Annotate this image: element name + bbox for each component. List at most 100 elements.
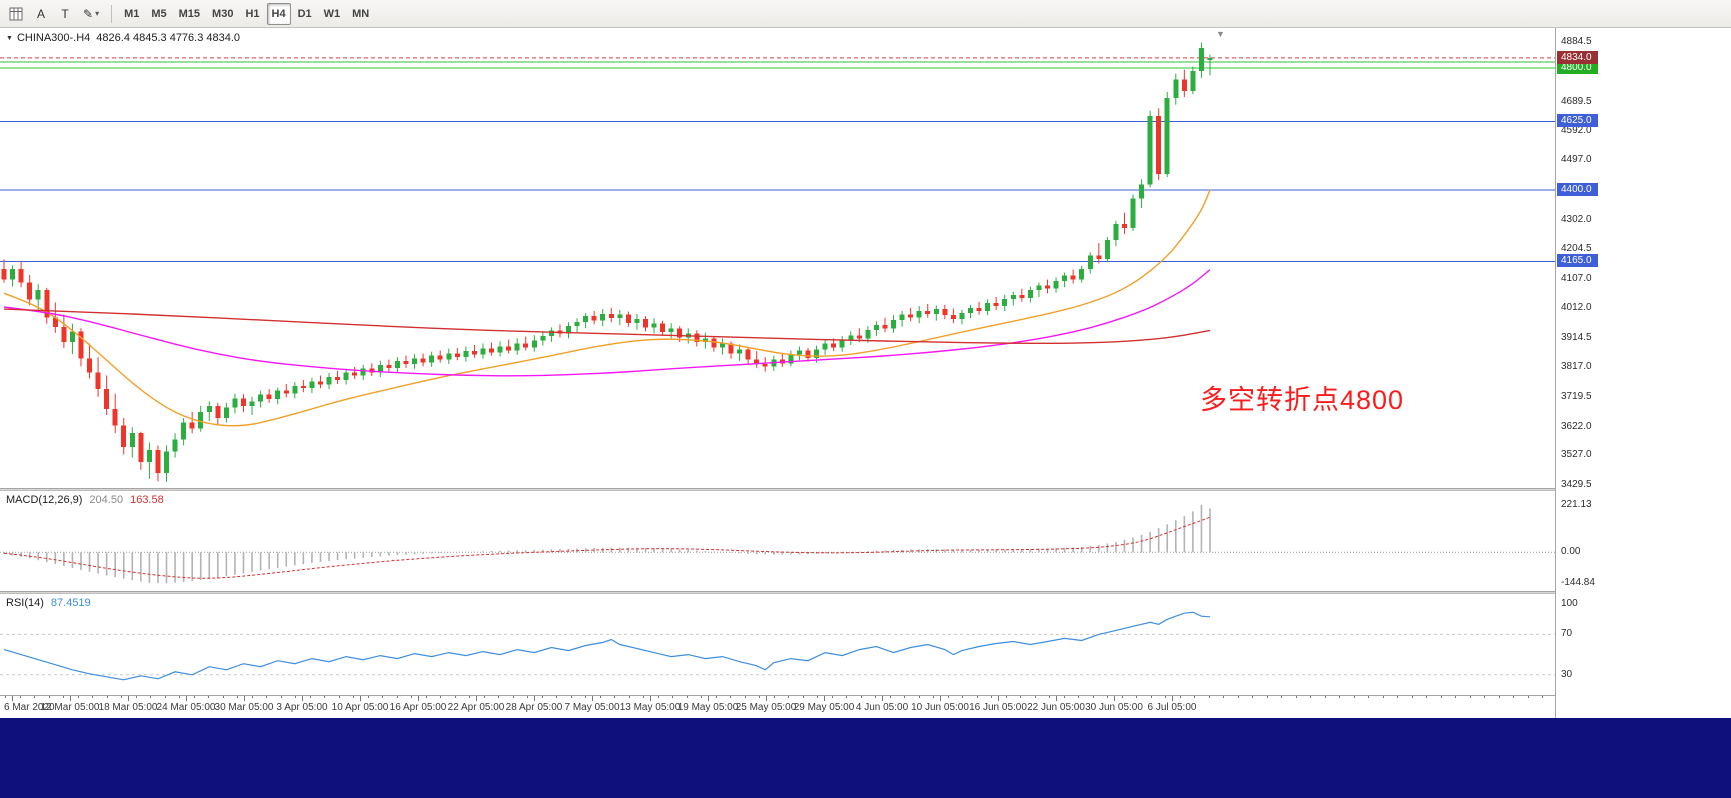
minor-tick — [1266, 696, 1268, 698]
minor-tick — [715, 696, 717, 698]
main-chart-svg[interactable] — [0, 28, 1555, 488]
major-tick — [592, 696, 593, 701]
collapse-triangle-icon[interactable]: ▼ — [6, 35, 13, 42]
chart-shift-marker-icon[interactable]: ▼ — [1216, 29, 1225, 39]
time-axis-label: 29 May 05:00 — [793, 702, 855, 713]
minor-tick — [962, 696, 963, 698]
price-badge-4625.0: 4625.0 — [1557, 114, 1598, 128]
minor-tick — [1223, 696, 1224, 698]
minor-tick — [1063, 696, 1065, 698]
timeframe-mn[interactable]: MN — [347, 3, 374, 25]
macd-signal-line — [3, 516, 1211, 579]
minor-tick — [512, 696, 514, 698]
time-axis[interactable]: 6 Mar 2020 12 Mar 05:00 18 Mar 05:00 24 Mar… — [0, 695, 1555, 718]
minor-tick — [1440, 696, 1442, 698]
time-axis-label: 3 Apr 05:00 — [276, 702, 328, 713]
timeframe-h4[interactable]: H4 — [266, 2, 291, 25]
minor-tick — [266, 696, 267, 698]
minor-tick — [396, 696, 398, 698]
rsi-line — [3, 611, 1211, 681]
price-axis-label: 4302.0 — [1561, 213, 1592, 225]
current-price-badge: 4834.0 — [1557, 50, 1598, 64]
minor-tick — [875, 696, 876, 698]
minor-tick — [1034, 696, 1036, 698]
price-badge-4400.0: 4400.0 — [1557, 182, 1598, 196]
minor-tick — [121, 696, 122, 698]
annotation-text: 多空转折点4800 — [1200, 385, 1405, 415]
time-axis-label: 16 Jun 05:00 — [969, 702, 1027, 713]
price-badge-4165.0: 4165.0 — [1557, 254, 1598, 268]
price-badge-4800.0: 4800.0 — [1557, 61, 1598, 75]
major-tick — [186, 696, 187, 701]
minor-tick — [483, 696, 485, 698]
minor-tick — [440, 696, 441, 698]
text-tool-button[interactable]: T — [54, 3, 76, 25]
minor-tick — [759, 696, 760, 698]
minor-tick — [585, 696, 586, 698]
minor-tick — [1020, 696, 1021, 698]
rsi-axis-label: 100 — [1561, 598, 1578, 610]
chart-window: ▼ CHINA300-.H4 4826.4 4845.3 4776.3 4834.0… — [0, 28, 1731, 718]
timeframe-m15[interactable]: M15 — [174, 3, 205, 25]
price-axis-label: 4689.5 — [1561, 95, 1592, 107]
price-axis-label: 3622.0 — [1561, 420, 1592, 432]
major-tick — [998, 696, 999, 701]
time-axis-label: 4 Jun 05:00 — [855, 702, 909, 713]
price-axis-label: 3817.0 — [1561, 361, 1592, 373]
minor-tick — [1107, 696, 1108, 698]
macd-svg[interactable] — [0, 491, 1555, 591]
minor-tick — [92, 696, 93, 698]
macd-panel[interactable]: MACD(12,26,9) 204.50 163.58 — [0, 491, 1555, 591]
major-tick — [128, 696, 129, 701]
main-chart-panel[interactable]: ▼ CHINA300-.H4 4826.4 4845.3 4776.3 4834.0… — [0, 28, 1555, 488]
time-axis-label: 25 May 05:00 — [735, 702, 797, 713]
major-tick — [1114, 696, 1115, 701]
time-axis-label: 10 Jun 05:00 — [911, 702, 969, 713]
minor-tick — [1121, 696, 1123, 698]
ma-medium-magenta — [3, 269, 1211, 377]
cursor-tool-button[interactable]: A — [30, 3, 52, 25]
time-axis-label: 16 Apr 05:00 — [389, 702, 447, 713]
minor-tick — [338, 696, 340, 698]
rsi-svg[interactable] — [0, 594, 1555, 695]
macd-axis-label: -144.84 — [1561, 577, 1595, 589]
major-tick — [244, 696, 245, 701]
price-axis-label: 4204.5 — [1561, 243, 1592, 255]
chart-title: ▼ CHINA300-.H4 4826.4 4845.3 4776.3 4834.0 — [6, 32, 240, 44]
timeframe-w1[interactable]: W1 — [319, 3, 346, 25]
minor-tick — [628, 696, 630, 698]
minor-tick — [1295, 696, 1297, 698]
minor-tick — [469, 696, 470, 698]
rsi-panel[interactable]: RSI(14) 87.4519 — [0, 594, 1555, 695]
macd-axis-label: 221.13 — [1561, 498, 1592, 510]
minor-tick — [353, 696, 354, 698]
ohlc-readout: 4826.4 4845.3 4776.3 4834.0 — [96, 32, 241, 44]
timeframe-group: M1 M5 M15 M30 H1 H4 D1 W1 MN — [118, 2, 375, 25]
major-tick — [12, 696, 13, 701]
minor-tick — [933, 696, 934, 698]
minor-tick — [382, 696, 383, 698]
panel-separator[interactable] — [0, 591, 1731, 594]
timeframe-m30[interactable]: M30 — [207, 3, 238, 25]
major-tick — [824, 696, 825, 701]
minor-tick — [1150, 696, 1152, 698]
timeframe-d1[interactable]: D1 — [293, 3, 317, 25]
timeframe-h1[interactable]: H1 — [240, 3, 264, 25]
minor-tick — [541, 696, 543, 698]
minor-tick — [280, 696, 282, 698]
minor-tick — [48, 696, 50, 698]
minor-tick — [150, 696, 151, 698]
ma-fast-orange — [3, 189, 1211, 427]
price-axis[interactable]: 4884.54787.04689.54592.04497.04400.04302… — [1555, 28, 1731, 718]
minor-tick — [904, 696, 905, 698]
chart-list-button[interactable] — [4, 3, 28, 25]
timeframe-m5[interactable]: M5 — [146, 3, 171, 25]
minor-tick — [1542, 696, 1543, 698]
price-axis-label: 3914.5 — [1561, 331, 1592, 343]
panel-separator[interactable] — [0, 488, 1731, 491]
draw-tool-button[interactable]: ✎ ▾ — [78, 3, 104, 25]
minor-tick — [1179, 696, 1181, 698]
timeframe-m1[interactable]: M1 — [119, 3, 144, 25]
minor-tick — [730, 696, 731, 698]
minor-tick — [527, 696, 528, 698]
